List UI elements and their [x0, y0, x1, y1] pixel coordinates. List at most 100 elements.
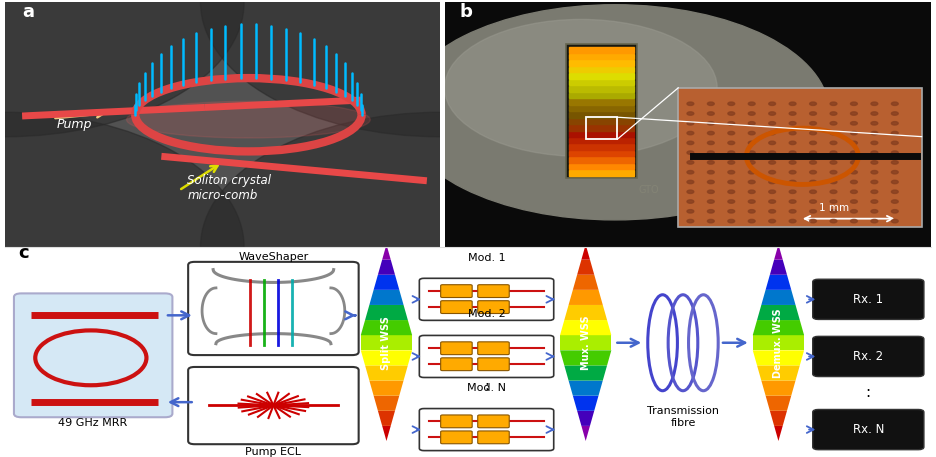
Circle shape — [728, 180, 735, 184]
Polygon shape — [378, 260, 395, 275]
Circle shape — [871, 151, 878, 154]
Text: Pump: Pump — [57, 118, 93, 131]
Circle shape — [851, 102, 857, 106]
Circle shape — [687, 210, 694, 213]
Ellipse shape — [126, 101, 371, 138]
FancyBboxPatch shape — [477, 285, 509, 298]
Polygon shape — [568, 290, 603, 305]
FancyBboxPatch shape — [812, 336, 924, 377]
Bar — [569, 47, 635, 53]
Text: :: : — [484, 379, 489, 393]
Circle shape — [728, 112, 735, 115]
Polygon shape — [568, 381, 603, 396]
Circle shape — [830, 200, 837, 203]
FancyBboxPatch shape — [419, 278, 554, 320]
Text: Mod. N: Mod. N — [467, 383, 506, 393]
Circle shape — [789, 190, 796, 193]
Polygon shape — [373, 275, 400, 290]
Polygon shape — [373, 396, 400, 411]
Circle shape — [728, 170, 735, 174]
Polygon shape — [378, 411, 395, 426]
Circle shape — [728, 102, 735, 106]
Circle shape — [871, 210, 878, 213]
Circle shape — [810, 190, 816, 193]
Circle shape — [871, 131, 878, 135]
Circle shape — [445, 19, 717, 156]
Polygon shape — [360, 351, 412, 366]
Circle shape — [768, 200, 776, 203]
Circle shape — [830, 219, 837, 223]
Polygon shape — [753, 351, 804, 366]
Polygon shape — [382, 426, 390, 441]
Circle shape — [871, 161, 878, 164]
FancyBboxPatch shape — [419, 409, 554, 451]
Bar — [569, 93, 635, 98]
Circle shape — [748, 210, 755, 213]
Circle shape — [891, 151, 899, 154]
Circle shape — [871, 112, 878, 115]
FancyBboxPatch shape — [441, 342, 472, 355]
Polygon shape — [360, 335, 412, 351]
Circle shape — [687, 112, 694, 115]
FancyBboxPatch shape — [441, 301, 472, 314]
Circle shape — [810, 112, 816, 115]
Circle shape — [871, 219, 878, 223]
Circle shape — [789, 210, 796, 213]
Circle shape — [708, 151, 714, 154]
Circle shape — [748, 180, 755, 184]
Circle shape — [708, 210, 714, 213]
FancyBboxPatch shape — [441, 285, 472, 298]
Text: Rx. N: Rx. N — [853, 423, 884, 436]
Circle shape — [891, 131, 899, 135]
Circle shape — [851, 112, 857, 115]
Circle shape — [200, 0, 680, 137]
Polygon shape — [564, 305, 607, 320]
Polygon shape — [578, 260, 594, 275]
Circle shape — [768, 122, 776, 125]
Circle shape — [810, 161, 816, 164]
Polygon shape — [365, 305, 408, 320]
Polygon shape — [560, 320, 611, 335]
Circle shape — [830, 112, 837, 115]
Circle shape — [748, 131, 755, 135]
Circle shape — [851, 219, 857, 223]
Bar — [569, 112, 635, 117]
Circle shape — [830, 210, 837, 213]
Bar — [569, 144, 635, 150]
Circle shape — [687, 190, 694, 193]
Circle shape — [891, 141, 899, 144]
Polygon shape — [766, 275, 791, 290]
Text: Mod. 1: Mod. 1 — [468, 253, 505, 263]
Circle shape — [768, 190, 776, 193]
Circle shape — [708, 219, 714, 223]
Circle shape — [789, 170, 796, 174]
Circle shape — [728, 210, 735, 213]
Circle shape — [830, 190, 837, 193]
Circle shape — [0, 112, 244, 381]
Polygon shape — [757, 366, 799, 381]
Circle shape — [830, 170, 837, 174]
Polygon shape — [560, 351, 611, 366]
Circle shape — [891, 122, 899, 125]
Circle shape — [768, 161, 776, 164]
Circle shape — [891, 112, 899, 115]
Circle shape — [687, 161, 694, 164]
Circle shape — [891, 180, 899, 184]
Text: Pump ECL: Pump ECL — [245, 446, 301, 457]
Circle shape — [891, 102, 899, 106]
Circle shape — [830, 122, 837, 125]
Polygon shape — [564, 366, 607, 381]
Bar — [569, 151, 635, 156]
Bar — [569, 73, 635, 79]
FancyBboxPatch shape — [477, 301, 509, 314]
Circle shape — [768, 131, 776, 135]
Circle shape — [891, 200, 899, 203]
Bar — [569, 125, 635, 131]
Text: WaveShaper: WaveShaper — [239, 252, 309, 262]
Bar — [569, 99, 635, 105]
FancyBboxPatch shape — [477, 358, 509, 371]
Circle shape — [728, 141, 735, 144]
Bar — [569, 118, 635, 124]
Circle shape — [789, 180, 796, 184]
Circle shape — [748, 219, 755, 223]
